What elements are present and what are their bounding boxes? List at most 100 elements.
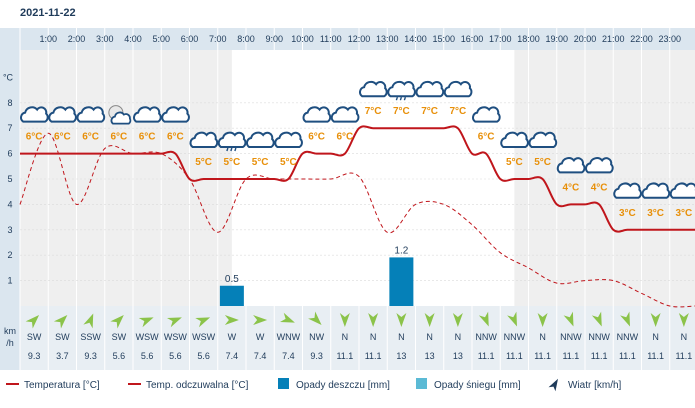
wind-arrow-shape bbox=[110, 315, 124, 329]
wind-speed: 11.1 bbox=[675, 351, 692, 361]
wind-unit-h: /h bbox=[6, 338, 14, 348]
wind-direction: WSW bbox=[192, 332, 215, 342]
cloud-icon bbox=[641, 182, 671, 199]
wind-arrow-shape bbox=[25, 315, 40, 329]
temperature-label: 6°C bbox=[82, 132, 99, 143]
temperature-axis: °C 1 2 3 4 5 6 7 8 bbox=[3, 72, 14, 285]
wind-arrow-shape bbox=[563, 311, 574, 327]
hour-label: 23:00 bbox=[658, 34, 681, 44]
cloud-icon bbox=[76, 106, 106, 123]
temperature-label: 6°C bbox=[139, 132, 156, 143]
hour-label: 8:00 bbox=[237, 34, 255, 44]
wind-speed: 11.1 bbox=[534, 351, 551, 361]
legend-item: Wiatr [km/h] bbox=[548, 378, 622, 392]
cloud-icon bbox=[330, 106, 360, 123]
cloud-icon bbox=[387, 80, 416, 98]
cloud-icon bbox=[500, 131, 529, 148]
wind-arrow-icon bbox=[25, 315, 40, 329]
cloudy-icon bbox=[443, 80, 473, 98]
cloud-icon bbox=[274, 131, 303, 148]
y-tick-label: 1 bbox=[7, 276, 12, 286]
wind-arrow-shape bbox=[224, 315, 239, 325]
rain-bars: 0.5 1.2 bbox=[219, 245, 414, 306]
wind-arrow-shape bbox=[195, 317, 211, 328]
hour-label: 7:00 bbox=[209, 34, 227, 44]
wind-direction: N bbox=[652, 332, 659, 342]
legend-label: Wiatr [km/h] bbox=[568, 380, 622, 391]
rain-cloud-icon bbox=[217, 131, 247, 152]
wind-speed: 11.1 bbox=[506, 351, 523, 361]
wind-speed: 13 bbox=[396, 351, 406, 361]
temperature-label: 6°C bbox=[167, 132, 184, 143]
wind-direction: SW bbox=[27, 332, 42, 342]
wind-direction: NNW bbox=[588, 332, 610, 342]
wind-speed: 13 bbox=[425, 351, 435, 361]
temperature-label: 5°C bbox=[506, 157, 523, 168]
cloudy-icon bbox=[302, 106, 332, 123]
legend-label: Temp. odczuwalna [°C] bbox=[146, 380, 249, 391]
raindrop-icon bbox=[230, 147, 233, 152]
wind-arrow-icon bbox=[620, 311, 630, 327]
rain-value-label: 0.5 bbox=[225, 274, 239, 285]
wind-direction: N bbox=[370, 332, 377, 342]
wind-direction: NNW bbox=[617, 332, 639, 342]
hour-label: 22:00 bbox=[630, 34, 653, 44]
cloudy-icon bbox=[500, 131, 529, 148]
cloud-icon bbox=[246, 131, 275, 148]
wind-arrow-shape bbox=[537, 313, 548, 327]
y-tick-label: 5 bbox=[7, 174, 12, 184]
wind-direction: N bbox=[539, 332, 546, 342]
hour-label: 10:00 bbox=[291, 34, 314, 44]
temperature-label: 6°C bbox=[110, 132, 127, 143]
feels-like-line bbox=[19, 132, 695, 308]
wind-unit-km: km bbox=[4, 326, 16, 336]
hour-label: 3:00 bbox=[96, 34, 114, 44]
hour-label: 16:00 bbox=[461, 34, 484, 44]
cloudy-icon bbox=[556, 157, 586, 174]
wind-speed: 9.3 bbox=[310, 351, 323, 361]
cloud-icon bbox=[585, 157, 614, 174]
cloud-icon bbox=[20, 106, 49, 123]
temperature-labels: 6°C 6°C 6°C 6°C 6°C 6°C 5°C 5°C 5°C 5°C 6°C 6°C 7°C 7… bbox=[26, 106, 693, 219]
rain-bar bbox=[219, 285, 244, 306]
wind-arrow-shape bbox=[83, 313, 94, 329]
cloud-icon bbox=[613, 182, 642, 199]
hour-label: 1:00 bbox=[39, 34, 57, 44]
wind-arrow-icon bbox=[53, 315, 68, 329]
cloud-icon bbox=[472, 106, 501, 123]
wind-arrow-shape bbox=[53, 315, 68, 329]
legend-label: Opady śniegu [mm] bbox=[434, 380, 521, 391]
cloudy-icon bbox=[330, 106, 360, 123]
y-tick-label: 3 bbox=[7, 225, 12, 235]
temperature-label: 4°C bbox=[562, 182, 579, 193]
wind-arrow-shape bbox=[396, 313, 407, 327]
rain-value-label: 1.2 bbox=[394, 245, 408, 256]
legend-item: Opady śniegu [mm] bbox=[416, 378, 521, 391]
raindrop-icon bbox=[234, 147, 237, 152]
temperature-label: 5°C bbox=[223, 157, 240, 168]
hour-label: 9:00 bbox=[265, 34, 283, 44]
wind-arrow-icon bbox=[368, 313, 379, 327]
wind-arrow-shape bbox=[308, 311, 322, 325]
cloudy-icon bbox=[246, 131, 275, 148]
temperature-label: 6°C bbox=[336, 132, 353, 143]
wind-arrow-icon bbox=[678, 313, 689, 327]
y-tick-label: 7 bbox=[7, 123, 12, 133]
cloud-icon bbox=[359, 80, 388, 98]
wind-arrow-shape bbox=[368, 313, 379, 327]
cloudy-icon bbox=[415, 80, 445, 98]
wind-speed: 11.1 bbox=[478, 351, 495, 361]
temperature-label: 6°C bbox=[26, 132, 43, 143]
temperature-lines bbox=[19, 125, 695, 308]
wind-arrow-icon bbox=[110, 315, 124, 329]
wind-direction: NNW bbox=[560, 332, 582, 342]
y-tick-label: 8 bbox=[7, 98, 12, 108]
temperature-label: 3°C bbox=[647, 208, 664, 219]
cloudy-icon bbox=[613, 182, 642, 199]
temperature-label: 5°C bbox=[195, 157, 212, 168]
y-tick-label: 4 bbox=[7, 199, 12, 209]
weather-icons bbox=[20, 80, 695, 199]
wind-arrow-icon bbox=[396, 313, 407, 327]
wind-speed: 7.4 bbox=[226, 351, 239, 361]
wind-arrow-icon bbox=[507, 311, 517, 327]
